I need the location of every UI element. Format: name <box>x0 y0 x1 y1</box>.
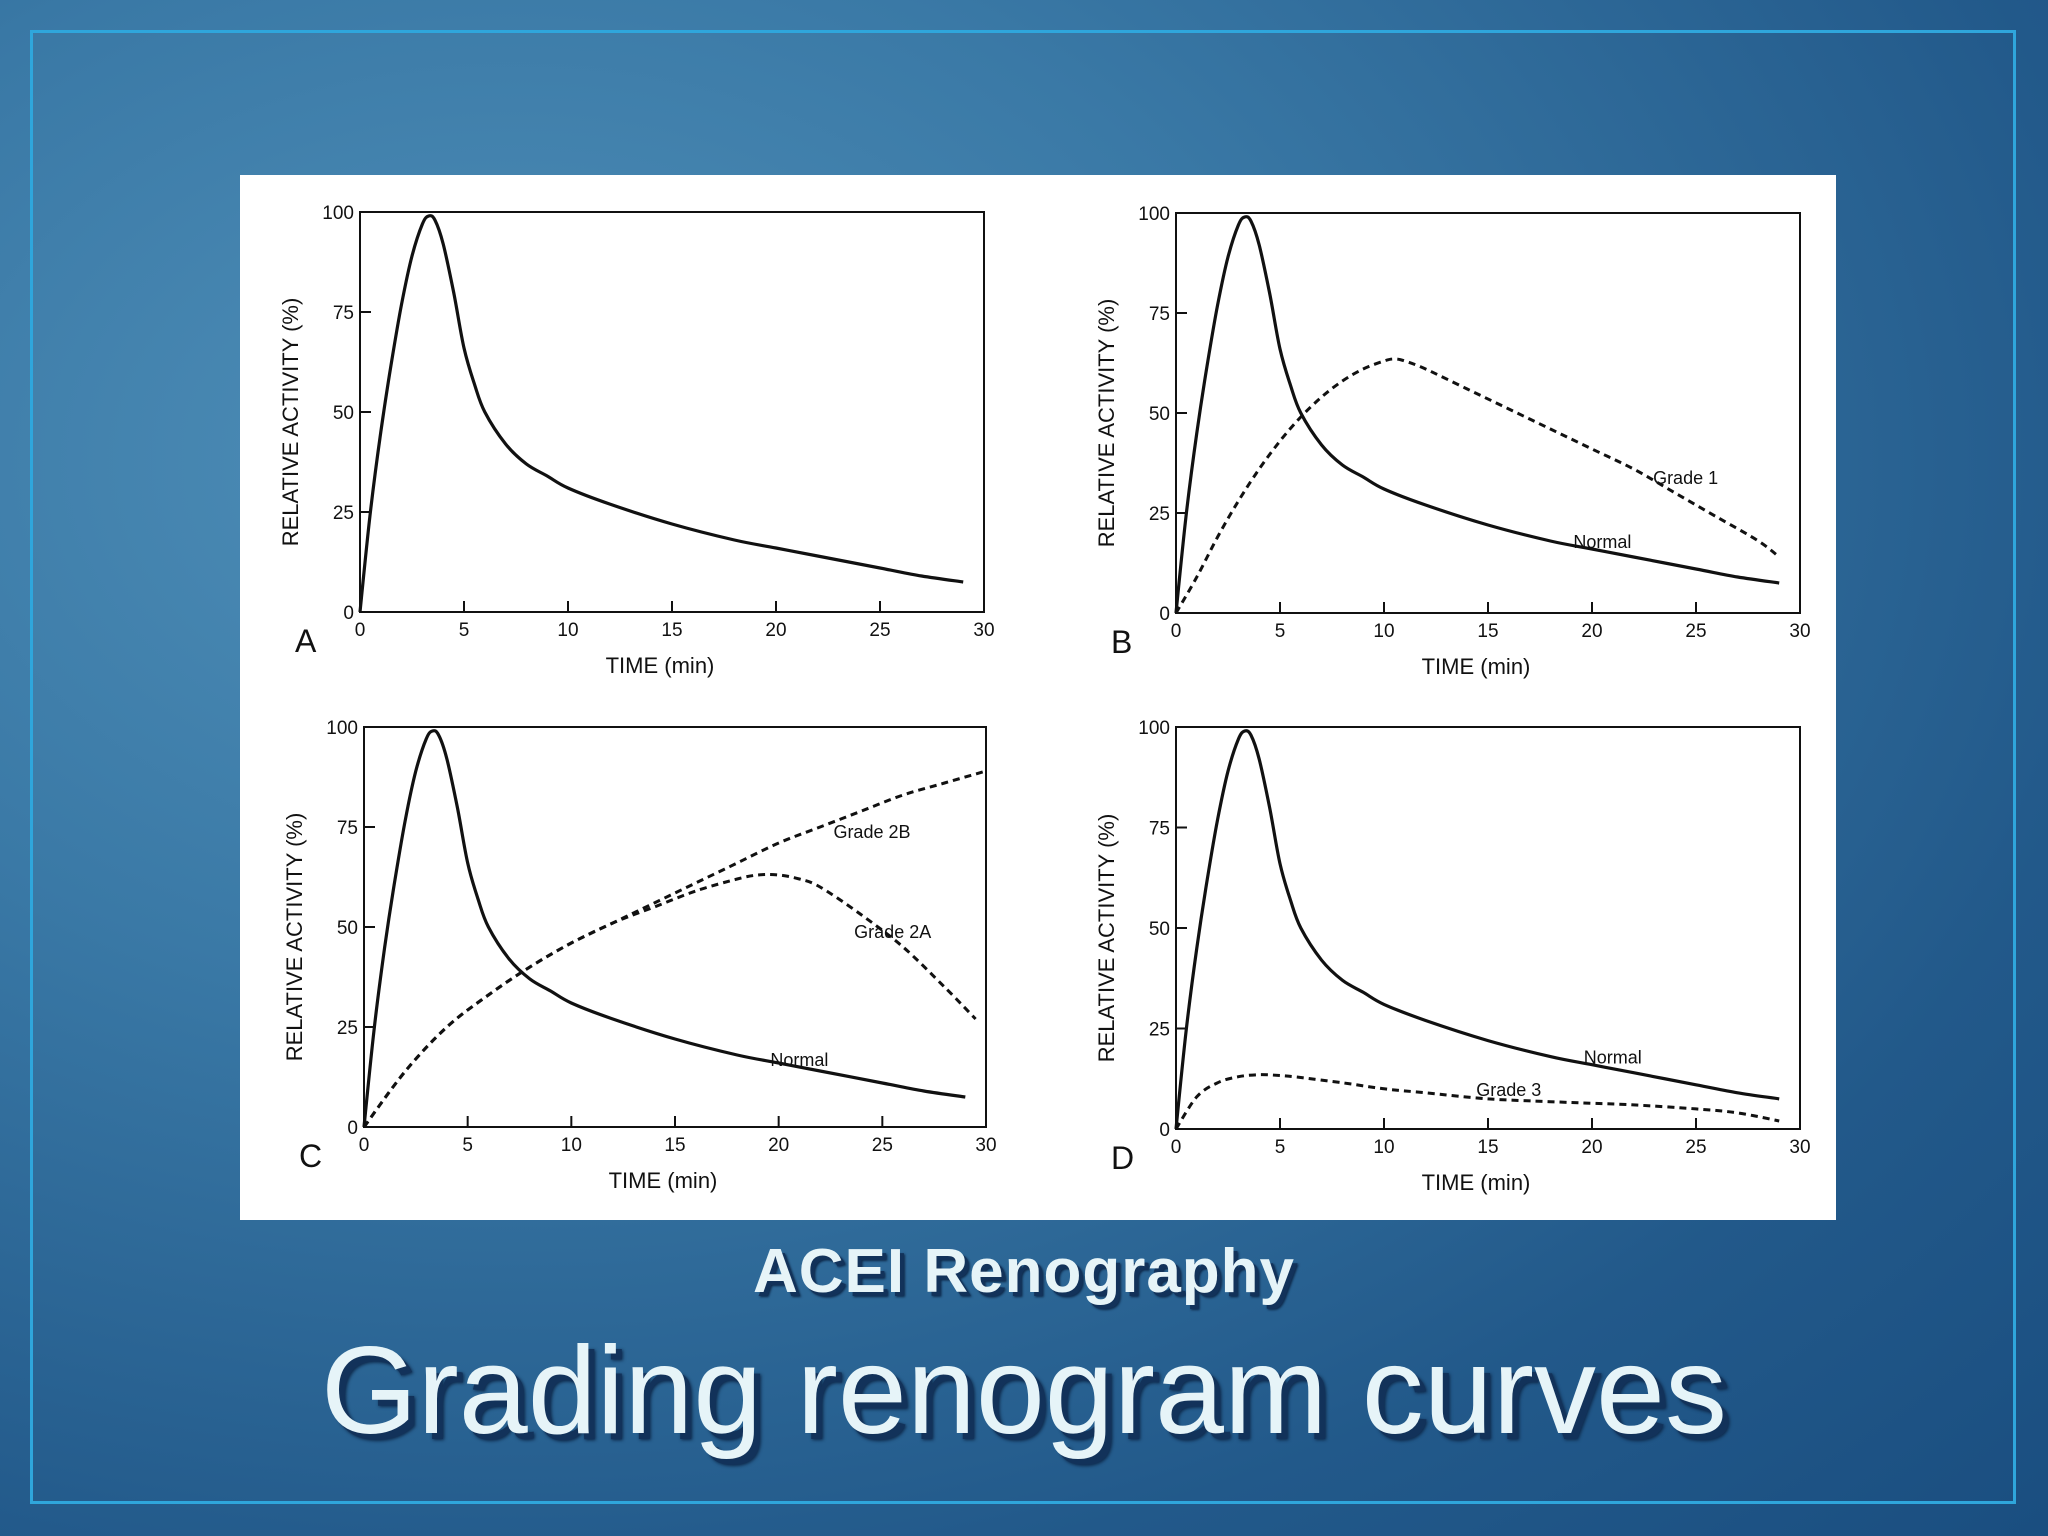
x-tick-label: 10 <box>1373 621 1394 642</box>
x-tick-label: 20 <box>765 620 786 641</box>
y-tick-label: 50 <box>1149 919 1170 940</box>
x-tick-label: 5 <box>1275 621 1286 642</box>
x-tick-label: 0 <box>355 620 366 641</box>
series-line-normal <box>362 729 966 1128</box>
x-tick-label: 30 <box>975 1135 996 1156</box>
y-tick-label: 25 <box>1149 1020 1170 1041</box>
series-line-grade-3 <box>1174 1073 1780 1130</box>
plot-frame <box>1175 726 1801 1130</box>
x-axis-label: TIME (min) <box>606 653 715 678</box>
chart-panel-b: 0 5 10 15 20 25 30 0 25 50 75 100 TIME (min) RELATIVE… <box>1094 204 1811 679</box>
y-tick-label: 75 <box>1149 819 1170 840</box>
x-tick-label: 5 <box>462 1135 473 1156</box>
curve-label: Normal <box>1573 532 1631 552</box>
curve-label: Grade 2A <box>854 922 931 942</box>
x-tick-label: 25 <box>1685 621 1706 642</box>
x-tick-label: 0 <box>1171 621 1182 642</box>
x-tick-label: 5 <box>1275 1137 1286 1158</box>
y-tick-label: 100 <box>322 203 354 224</box>
y-axis-label: RELATIVE ACTIVITY (%) <box>278 298 303 547</box>
x-tick-label: 10 <box>561 1135 582 1156</box>
y-axis-label: RELATIVE ACTIVITY (%) <box>1094 299 1119 548</box>
y-tick-label: 25 <box>333 503 354 524</box>
x-tick-label: 15 <box>1477 1137 1498 1158</box>
plot-frame <box>1175 212 1801 614</box>
series-line-normal <box>1174 729 1780 1130</box>
x-tick-label: 30 <box>1789 1137 1810 1158</box>
y-tick-label: 75 <box>333 303 354 324</box>
curve-label: Grade 1 <box>1653 468 1718 488</box>
chart-panel-a: 0 5 10 15 20 25 30 0 25 50 75 100 TIME (min) RELATIVE… <box>278 203 995 678</box>
y-tick-label: 50 <box>333 403 354 424</box>
x-tick-label: 30 <box>1789 621 1810 642</box>
y-tick-label: 0 <box>343 603 354 624</box>
x-tick-label: 20 <box>1581 1137 1602 1158</box>
x-tick-label: 15 <box>664 1135 685 1156</box>
x-tick-label: 15 <box>1477 621 1498 642</box>
y-tick-label: 50 <box>337 918 358 939</box>
plot-frame <box>359 211 985 613</box>
curve-label: Normal <box>770 1050 828 1070</box>
x-tick-label: 25 <box>869 620 890 641</box>
x-tick-label: 10 <box>1373 1137 1394 1158</box>
x-tick-label: 25 <box>1685 1137 1706 1158</box>
x-axis-label: TIME (min) <box>1422 654 1531 679</box>
y-tick-label: 50 <box>1149 404 1170 425</box>
x-tick-label: 5 <box>459 620 470 641</box>
slide-subtitle: ACEI Renography <box>752 1237 1296 1306</box>
series-line-grade-2a <box>362 872 977 1128</box>
x-tick-label: 20 <box>768 1135 789 1156</box>
y-axis-label: RELATIVE ACTIVITY (%) <box>282 813 307 1062</box>
curve-label: Normal <box>1584 1048 1642 1068</box>
x-tick-label: 25 <box>872 1135 893 1156</box>
x-tick-label: 10 <box>557 620 578 641</box>
y-tick-label: 0 <box>1159 1120 1170 1141</box>
x-tick-label: 20 <box>1581 621 1602 642</box>
series-line-curve <box>358 214 964 613</box>
x-axis-label: TIME (min) <box>1422 1170 1531 1195</box>
y-axis-label: RELATIVE ACTIVITY (%) <box>1094 814 1119 1063</box>
x-tick-label: 30 <box>973 620 994 641</box>
panel-letter: D <box>1111 1140 1134 1176</box>
chart-panel-c: 0 5 10 15 20 25 30 0 25 50 75 100 TIME (min) RELATIVE… <box>282 718 997 1193</box>
x-tick-label: 0 <box>1171 1137 1182 1158</box>
panel-letter: B <box>1111 624 1132 660</box>
curve-label: Grade 3 <box>1476 1080 1541 1100</box>
x-tick-label: 0 <box>359 1135 370 1156</box>
curve-label: Grade 2B <box>833 822 910 842</box>
y-tick-label: 100 <box>1138 718 1170 739</box>
series-line-normal <box>1174 215 1780 614</box>
y-tick-label: 100 <box>326 718 358 739</box>
y-tick-label: 75 <box>337 818 358 839</box>
y-tick-label: 75 <box>1149 304 1170 325</box>
slide-title: Grading renogram curves <box>321 1322 1727 1460</box>
chart-panel-d: 0 5 10 15 20 25 30 0 25 50 75 100 TIME (min) RELATIVE… <box>1094 718 1811 1195</box>
panel-letter: C <box>299 1138 322 1174</box>
y-tick-label: 25 <box>337 1018 358 1039</box>
panel-letter: A <box>295 623 317 659</box>
y-tick-label: 0 <box>1159 604 1170 625</box>
figure-panel: 0 5 10 15 20 25 30 0 25 50 75 100 TIME (min) RELATIVE… <box>240 175 1836 1220</box>
y-tick-label: 25 <box>1149 504 1170 525</box>
y-tick-label: 0 <box>347 1118 358 1139</box>
y-tick-label: 100 <box>1138 204 1170 225</box>
x-axis-label: TIME (min) <box>609 1168 718 1193</box>
x-tick-label: 15 <box>661 620 682 641</box>
